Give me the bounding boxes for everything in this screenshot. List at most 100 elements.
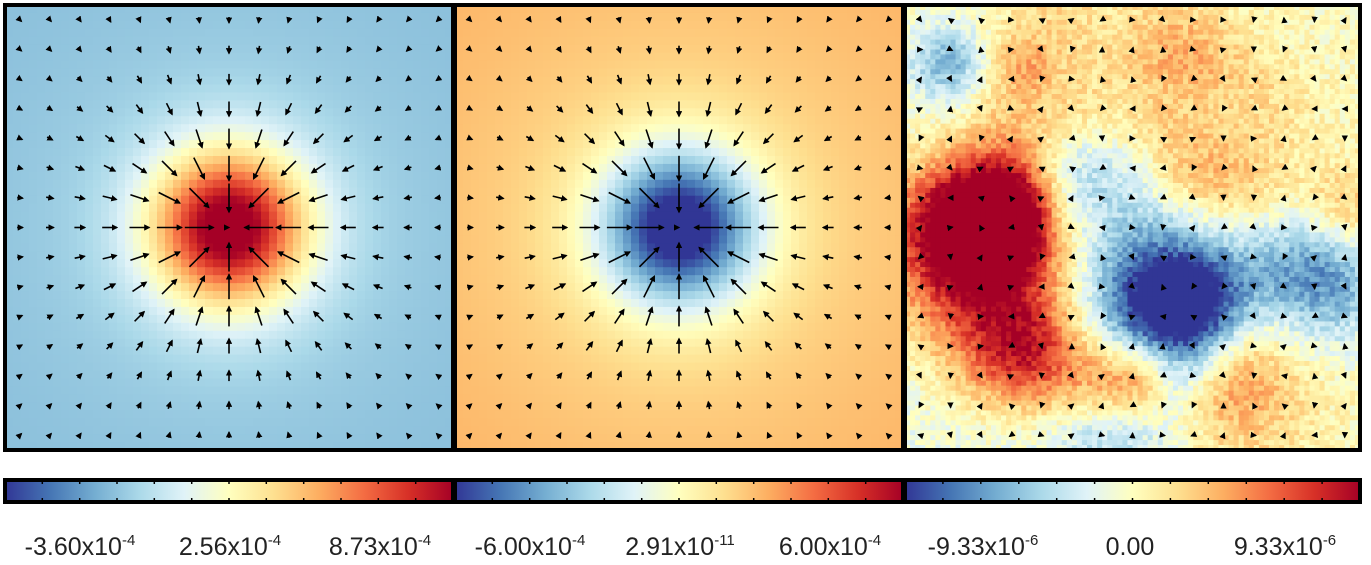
heatmap-cell <box>855 60 864 70</box>
heatmap-cell <box>397 275 406 284</box>
heatmap-cell <box>157 394 166 403</box>
heatmap-cell <box>695 140 704 149</box>
heatmap-cell <box>687 12 696 22</box>
heatmap-cell <box>365 171 374 181</box>
heatmap-cell <box>29 219 38 229</box>
heatmap-cell <box>413 163 422 173</box>
heatmap-cell <box>831 60 840 70</box>
heatmap-cell <box>551 76 560 86</box>
heatmap-cell <box>463 155 472 165</box>
heatmap-cell <box>511 148 520 157</box>
heatmap-cell <box>293 346 302 356</box>
heatmap-cell <box>325 68 334 78</box>
heatmap-cell <box>381 171 390 181</box>
heatmap-cell <box>293 116 302 125</box>
heatmap-cell <box>389 259 398 268</box>
heatmap-cell <box>317 346 326 356</box>
heatmap-cell <box>149 362 158 372</box>
heatmap-cell <box>397 171 406 181</box>
heatmap-cell <box>405 84 414 94</box>
heatmap-cell <box>141 211 150 221</box>
heatmap-cell <box>285 418 294 427</box>
heatmap-cell <box>197 203 206 213</box>
heatmap-cell <box>77 203 86 213</box>
heatmap-cell <box>389 338 398 348</box>
heatmap-cell <box>37 155 46 165</box>
heatmap-cell <box>663 68 672 78</box>
heatmap-cell <box>341 155 350 165</box>
heatmap-cell <box>807 84 816 94</box>
heatmap-cell <box>277 5 286 14</box>
heatmap-cell <box>421 179 430 189</box>
heatmap-cell <box>245 227 254 237</box>
heatmap-cell <box>61 187 70 197</box>
vector-arrow <box>315 371 322 380</box>
heatmap-cell <box>261 36 270 46</box>
heatmap-cell <box>357 251 366 260</box>
heatmap-cell <box>309 187 318 197</box>
heatmap-cell <box>719 12 728 22</box>
heatmap-cell <box>101 203 110 213</box>
heatmap-cell <box>471 36 480 46</box>
heatmap-cell <box>157 378 166 388</box>
heatmap-cell <box>437 28 446 38</box>
heatmap-cell <box>463 187 472 197</box>
heatmap-cell <box>245 338 254 348</box>
heatmap-cell <box>237 76 246 86</box>
heatmap-cell <box>519 68 528 78</box>
heatmap-cell <box>655 179 664 189</box>
heatmap-cell <box>181 179 190 189</box>
heatmap-cell <box>429 330 438 340</box>
heatmap-cell <box>357 92 366 101</box>
heatmap-cell <box>503 84 512 94</box>
heatmap-cell <box>45 211 54 221</box>
heatmap-cell <box>381 203 390 213</box>
heatmap-cell <box>463 116 472 125</box>
heatmap-cell <box>29 116 38 125</box>
heatmap-cell <box>559 155 568 165</box>
heatmap-cell <box>229 370 238 380</box>
heatmap-cell <box>591 140 600 149</box>
heatmap-cell <box>93 84 102 94</box>
heatmap-cell <box>77 140 86 149</box>
heatmap-cell <box>687 195 696 205</box>
heatmap-cell <box>13 235 22 244</box>
vector-arrow <box>102 195 118 202</box>
heatmap-cell <box>197 68 206 78</box>
heatmap-cell <box>5 28 14 38</box>
heatmap-cell <box>727 179 736 189</box>
heatmap-cell <box>405 140 414 149</box>
heatmap-cell <box>157 354 166 364</box>
heatmap-cell <box>421 84 430 94</box>
heatmap-cell <box>799 187 808 197</box>
heatmap-cell <box>21 346 30 356</box>
heatmap-cell <box>479 203 488 213</box>
heatmap-cell <box>527 68 536 78</box>
heatmap-cell <box>583 140 592 149</box>
heatmap-cell <box>357 52 366 62</box>
heatmap-cell <box>285 124 294 133</box>
heatmap-cell <box>463 84 472 94</box>
heatmap-cell <box>647 203 656 213</box>
heatmap-cell <box>735 195 744 205</box>
heatmap-cell <box>743 227 752 237</box>
heatmap-cell <box>413 108 422 117</box>
heatmap-cell <box>373 219 382 229</box>
heatmap-cell <box>189 179 198 189</box>
heatmap-cell <box>173 267 182 276</box>
heatmap-cell <box>221 338 230 348</box>
heatmap-cell <box>245 251 254 260</box>
heatmap-cell <box>149 370 158 380</box>
heatmap-cell <box>887 203 896 213</box>
heatmap-cell <box>703 12 712 22</box>
heatmap-cell <box>61 155 70 165</box>
heatmap-cell <box>309 148 318 157</box>
heatmap-cell <box>445 163 454 173</box>
heatmap-cell <box>197 235 206 244</box>
heatmap-cell <box>181 20 190 30</box>
heatmap-cell <box>61 354 70 364</box>
vector-arrow <box>372 254 384 261</box>
heatmap-cell <box>759 84 768 94</box>
heatmap-cell <box>309 410 318 419</box>
heatmap-cell <box>245 410 254 419</box>
